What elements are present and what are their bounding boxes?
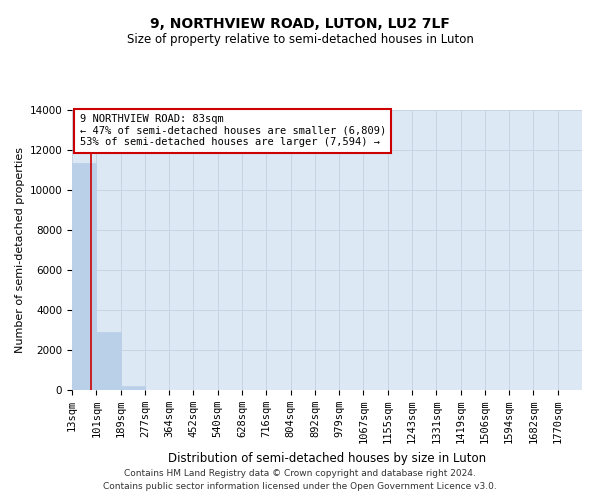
Y-axis label: Number of semi-detached properties: Number of semi-detached properties <box>16 147 25 353</box>
X-axis label: Distribution of semi-detached houses by size in Luton: Distribution of semi-detached houses by … <box>168 452 486 465</box>
Text: 9 NORTHVIEW ROAD: 83sqm
← 47% of semi-detached houses are smaller (6,809)
53% of: 9 NORTHVIEW ROAD: 83sqm ← 47% of semi-de… <box>80 114 386 148</box>
Bar <box>121 386 145 390</box>
Text: Size of property relative to semi-detached houses in Luton: Size of property relative to semi-detach… <box>127 32 473 46</box>
Text: 9, NORTHVIEW ROAD, LUTON, LU2 7LF: 9, NORTHVIEW ROAD, LUTON, LU2 7LF <box>150 18 450 32</box>
Text: Contains public sector information licensed under the Open Government Licence v3: Contains public sector information licen… <box>103 482 497 491</box>
Bar <box>97 332 121 390</box>
Bar <box>72 163 97 390</box>
Text: Contains HM Land Registry data © Crown copyright and database right 2024.: Contains HM Land Registry data © Crown c… <box>124 468 476 477</box>
